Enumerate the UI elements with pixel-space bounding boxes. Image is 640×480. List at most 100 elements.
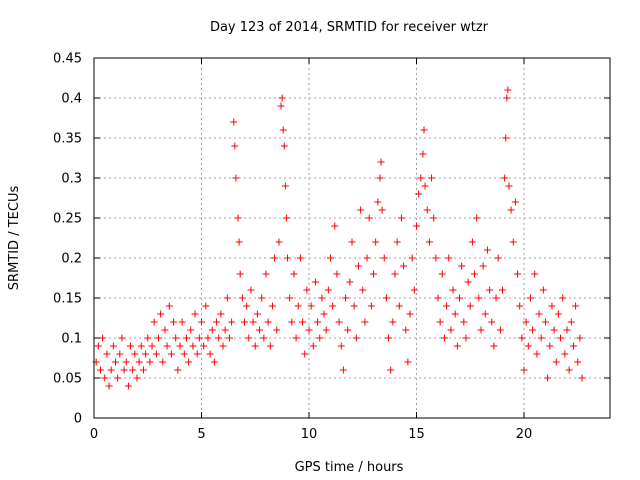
data-point bbox=[266, 342, 274, 350]
data-point bbox=[503, 94, 511, 102]
x-tick-label: 20 bbox=[516, 427, 533, 442]
data-point bbox=[561, 350, 569, 358]
data-point bbox=[290, 270, 298, 278]
data-point bbox=[243, 302, 251, 310]
data-point bbox=[509, 238, 517, 246]
data-point bbox=[120, 366, 128, 374]
data-point bbox=[501, 174, 509, 182]
data-point bbox=[365, 214, 373, 222]
data-point bbox=[232, 174, 240, 182]
data-point bbox=[247, 286, 255, 294]
data-point bbox=[316, 334, 324, 342]
data-point bbox=[277, 102, 285, 110]
data-point bbox=[152, 350, 160, 358]
data-point bbox=[370, 270, 377, 278]
data-point bbox=[223, 294, 231, 302]
data-point bbox=[554, 310, 562, 318]
data-point bbox=[258, 294, 266, 302]
data-point bbox=[157, 310, 165, 318]
data-point bbox=[148, 342, 156, 350]
data-point bbox=[210, 358, 218, 366]
x-tick-labels: 0 5 10 15 20 bbox=[90, 427, 532, 442]
data-point bbox=[567, 318, 575, 326]
data-point bbox=[161, 326, 169, 334]
data-point bbox=[477, 326, 485, 334]
data-point bbox=[529, 326, 537, 334]
data-point bbox=[103, 350, 111, 358]
y-tick-label: 0.45 bbox=[53, 52, 82, 67]
data-point bbox=[299, 318, 307, 326]
data-point bbox=[200, 342, 208, 350]
y-tick-labels: 0 0.05 0.1 0.15 0.2 0.25 0.3 0.35 0.4 0.45 bbox=[53, 52, 82, 427]
data-point bbox=[350, 302, 358, 310]
x-tick-label: 10 bbox=[301, 427, 318, 442]
data-point bbox=[235, 238, 243, 246]
data-point bbox=[458, 262, 466, 270]
data-point bbox=[185, 358, 193, 366]
data-point bbox=[99, 334, 107, 342]
data-point bbox=[234, 214, 242, 222]
data-point bbox=[271, 254, 279, 262]
y-tick-label: 0.05 bbox=[53, 372, 82, 387]
data-point bbox=[468, 238, 476, 246]
data-point bbox=[296, 254, 304, 262]
data-point bbox=[280, 142, 288, 150]
data-point bbox=[305, 326, 313, 334]
data-point bbox=[174, 366, 182, 374]
data-point bbox=[471, 270, 479, 278]
data-point bbox=[206, 350, 214, 358]
data-point bbox=[335, 318, 343, 326]
data-point bbox=[329, 302, 337, 310]
data-point bbox=[114, 374, 122, 382]
data-point bbox=[342, 294, 350, 302]
data-point bbox=[165, 302, 173, 310]
data-point bbox=[124, 382, 132, 390]
data-point bbox=[572, 302, 580, 310]
data-point bbox=[357, 206, 365, 214]
data-point bbox=[505, 182, 513, 190]
data-point bbox=[112, 358, 119, 366]
data-point bbox=[531, 270, 539, 278]
data-point bbox=[548, 302, 556, 310]
data-point bbox=[264, 318, 272, 326]
y-tick-label: 0.15 bbox=[53, 292, 82, 307]
data-point bbox=[361, 318, 369, 326]
data-point bbox=[524, 342, 532, 350]
data-point bbox=[389, 318, 397, 326]
data-point bbox=[559, 294, 567, 302]
data-point bbox=[537, 334, 545, 342]
data-point bbox=[569, 342, 577, 350]
data-point bbox=[539, 286, 547, 294]
data-point bbox=[249, 318, 257, 326]
data-point bbox=[393, 238, 401, 246]
data-point bbox=[453, 342, 461, 350]
data-point bbox=[253, 310, 261, 318]
y-tick-label: 0 bbox=[74, 412, 82, 427]
data-point bbox=[449, 286, 457, 294]
data-point bbox=[557, 334, 565, 342]
data-point bbox=[167, 350, 175, 358]
data-point bbox=[385, 334, 393, 342]
data-point bbox=[391, 270, 399, 278]
data-point bbox=[516, 302, 524, 310]
data-point bbox=[198, 318, 205, 326]
data-point bbox=[221, 326, 229, 334]
data-point bbox=[542, 318, 549, 326]
data-point bbox=[256, 326, 264, 334]
data-point bbox=[367, 302, 375, 310]
data-point bbox=[288, 318, 296, 326]
data-point bbox=[404, 358, 412, 366]
data-point bbox=[576, 334, 584, 342]
data-point bbox=[402, 326, 410, 334]
data-point bbox=[275, 238, 283, 246]
data-point bbox=[191, 310, 199, 318]
y-tick-label: 0.2 bbox=[61, 252, 82, 267]
data-point bbox=[473, 214, 481, 222]
data-point bbox=[137, 342, 145, 350]
data-point bbox=[193, 350, 201, 358]
data-point bbox=[225, 334, 233, 342]
data-point bbox=[535, 310, 543, 318]
data-point bbox=[483, 246, 491, 254]
data-point bbox=[486, 286, 494, 294]
data-point bbox=[217, 310, 225, 318]
